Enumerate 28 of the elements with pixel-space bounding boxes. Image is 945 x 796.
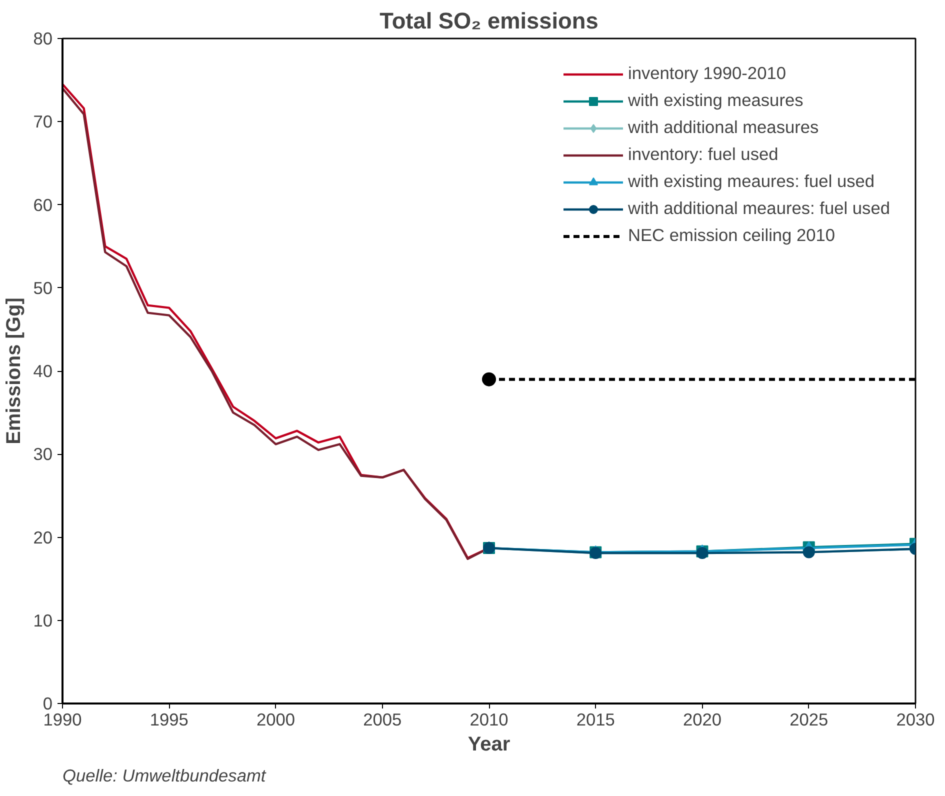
- legend-label: inventory: fuel used: [628, 144, 778, 165]
- chart-title: Total SO₂ emissions: [380, 8, 598, 34]
- y-tick-label: 70: [33, 112, 53, 132]
- y-tick-label: 50: [33, 278, 53, 298]
- x-tick-label: 2030: [896, 710, 935, 730]
- legend-label: with additional meaures: fuel used: [628, 198, 890, 219]
- source-note: Quelle: Umweltbundesamt: [62, 766, 267, 786]
- legend-label: with additional measures: [628, 117, 819, 138]
- x-tick-label: 1995: [150, 710, 188, 730]
- y-tick-label: 80: [33, 28, 53, 48]
- x-tick-label: 2025: [790, 710, 828, 730]
- x-tick-label: 2005: [363, 710, 402, 730]
- x-tick-label: 2010: [470, 710, 508, 730]
- legend-label: NEC emission ceiling 2010: [628, 225, 836, 246]
- x-axis-title: Year: [468, 734, 510, 756]
- x-tick-label: 2000: [256, 710, 296, 730]
- y-tick-label: 20: [33, 527, 53, 548]
- y-tick-label: 10: [33, 610, 53, 630]
- x-tick-label: 2015: [576, 710, 615, 730]
- legend-label: with existing measures: [628, 90, 804, 111]
- legend-label: inventory 1990-2010: [628, 63, 786, 84]
- y-axis-title: Emissions [Gg]: [3, 298, 26, 444]
- legend-label: with existing meaures: fuel used: [628, 171, 875, 192]
- y-tick-label: 30: [33, 444, 53, 464]
- x-tick-label: 2020: [682, 710, 722, 730]
- y-tick-label: 40: [33, 361, 53, 381]
- point: [482, 372, 496, 386]
- y-tick-label: 60: [33, 194, 53, 215]
